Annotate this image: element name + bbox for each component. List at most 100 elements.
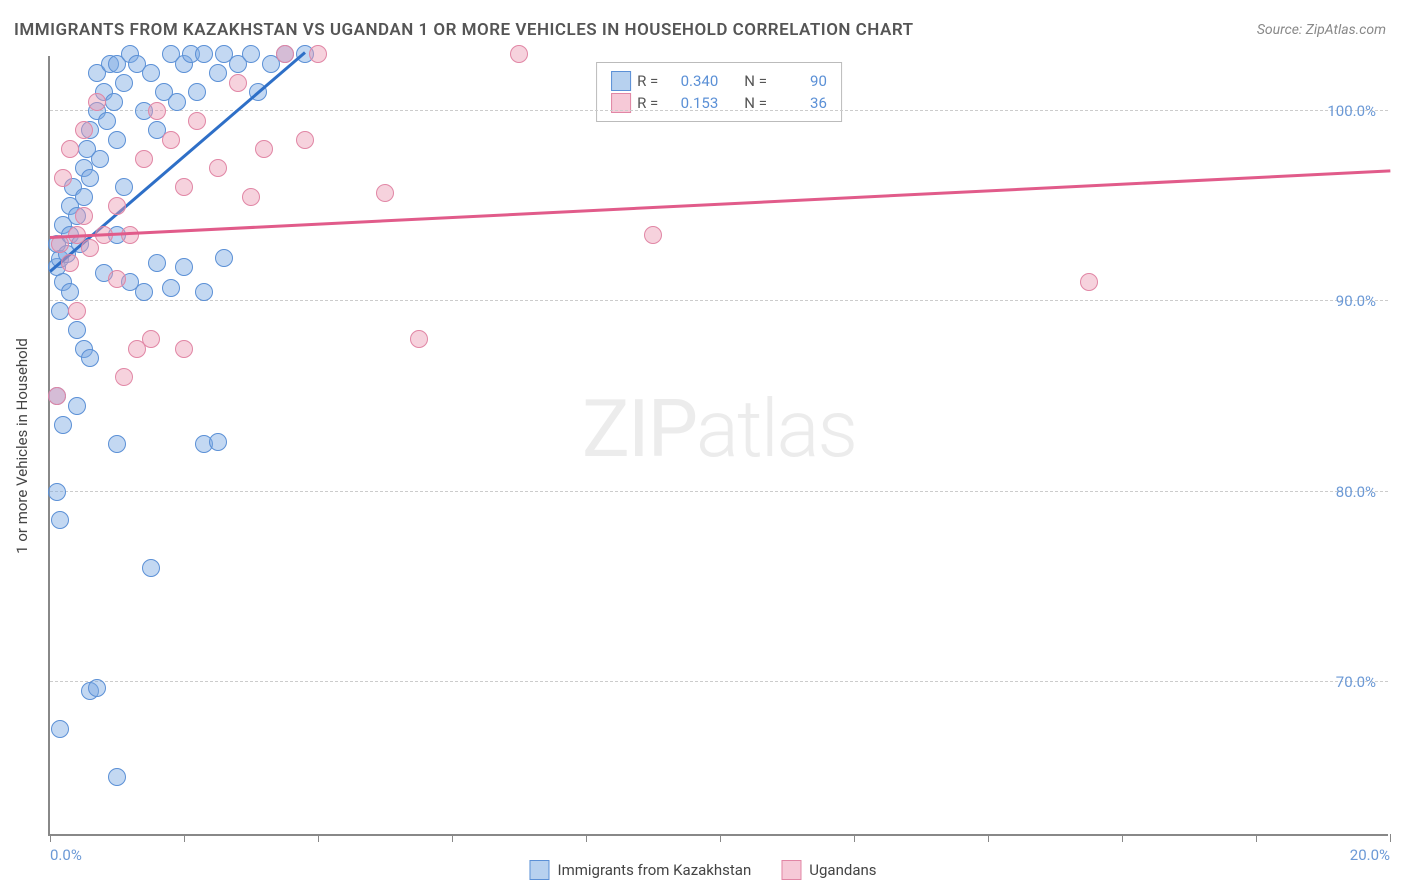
legend-label: Ugandans xyxy=(809,861,876,879)
data-point xyxy=(105,93,123,111)
data-point xyxy=(242,188,260,206)
data-point xyxy=(162,131,180,149)
data-point xyxy=(48,387,66,405)
data-point xyxy=(175,340,193,358)
data-point xyxy=(68,302,86,320)
data-point xyxy=(215,249,233,267)
x-tick xyxy=(988,834,989,842)
data-point xyxy=(168,93,186,111)
legend-r-value: 0.340 xyxy=(666,72,718,90)
x-tick-label: 20.0% xyxy=(1350,846,1390,864)
x-tick xyxy=(452,834,453,842)
data-point xyxy=(135,283,153,301)
data-point xyxy=(410,330,428,348)
data-point xyxy=(108,435,126,453)
data-point xyxy=(1080,273,1098,291)
data-point xyxy=(108,270,126,288)
source-label: Source: ZipAtlas.com xyxy=(1257,22,1386,38)
data-point xyxy=(195,283,213,301)
gridline xyxy=(50,681,1388,682)
data-point xyxy=(195,45,213,63)
data-point xyxy=(81,239,99,257)
y-tick-label: 100.0% xyxy=(1327,102,1376,120)
legend-r-label: R = xyxy=(637,72,658,90)
data-point xyxy=(68,321,86,339)
correlation-legend: R =0.340N =90R =0.153N =36 xyxy=(596,62,842,122)
legend-row: R = 0.340 N = 90 xyxy=(611,71,827,91)
legend-n-value: 90 xyxy=(775,72,827,90)
watermark: ZIPatlas xyxy=(582,382,856,476)
y-tick-label: 80.0% xyxy=(1336,483,1376,501)
data-point xyxy=(75,188,93,206)
data-point xyxy=(108,131,126,149)
data-point xyxy=(644,226,662,244)
data-point xyxy=(51,511,69,529)
data-point xyxy=(148,254,166,272)
data-point xyxy=(376,184,394,202)
data-point xyxy=(188,83,206,101)
x-tick xyxy=(184,834,185,842)
legend-n-label: N = xyxy=(744,72,767,90)
x-tick xyxy=(586,834,587,842)
data-point xyxy=(108,768,126,786)
data-point xyxy=(75,207,93,225)
data-point xyxy=(75,121,93,139)
data-point xyxy=(209,433,227,451)
chart-title: IMMIGRANTS FROM KAZAKHSTAN VS UGANDAN 1 … xyxy=(14,20,914,40)
data-point xyxy=(91,150,109,168)
data-point xyxy=(188,112,206,130)
data-point xyxy=(54,169,72,187)
data-point xyxy=(142,330,160,348)
data-point xyxy=(162,279,180,297)
data-point xyxy=(142,559,160,577)
data-point xyxy=(48,483,66,501)
data-point xyxy=(510,45,528,63)
data-point xyxy=(296,131,314,149)
legend-swatch xyxy=(529,860,549,880)
data-point xyxy=(68,397,86,415)
data-point xyxy=(229,74,247,92)
gridline xyxy=(50,110,1388,111)
data-point xyxy=(135,150,153,168)
data-point xyxy=(276,45,294,63)
data-point xyxy=(242,45,260,63)
data-point xyxy=(175,258,193,276)
data-point xyxy=(61,140,79,158)
data-point xyxy=(54,416,72,434)
data-point xyxy=(81,169,99,187)
data-point xyxy=(209,64,227,82)
data-point xyxy=(98,112,116,130)
data-point xyxy=(209,159,227,177)
x-tick-label: 0.0% xyxy=(50,846,82,864)
data-point xyxy=(148,102,166,120)
data-point xyxy=(81,349,99,367)
data-point xyxy=(115,74,133,92)
legend-item: Ugandans xyxy=(781,860,876,880)
data-point xyxy=(115,368,133,386)
x-tick xyxy=(854,834,855,842)
data-point xyxy=(142,64,160,82)
data-point xyxy=(175,178,193,196)
legend-swatch xyxy=(611,71,631,91)
data-point xyxy=(108,197,126,215)
gridline xyxy=(50,300,1388,301)
x-tick xyxy=(318,834,319,842)
data-point xyxy=(309,45,327,63)
x-tick xyxy=(1390,834,1391,842)
y-tick-label: 90.0% xyxy=(1336,292,1376,310)
data-point xyxy=(61,283,79,301)
legend-label: Immigrants from Kazakhstan xyxy=(557,861,751,879)
series-legend: Immigrants from Kazakhstan Ugandans xyxy=(529,860,876,880)
legend-item: Immigrants from Kazakhstan xyxy=(529,860,751,880)
x-tick xyxy=(720,834,721,842)
data-point xyxy=(115,178,133,196)
watermark-zip: ZIP xyxy=(582,382,696,476)
data-point xyxy=(88,679,106,697)
y-axis-label: 1 or more Vehicles in Household xyxy=(13,338,31,554)
watermark-atlas: atlas xyxy=(696,382,856,476)
x-tick xyxy=(1122,834,1123,842)
data-point xyxy=(88,93,106,111)
legend-swatch xyxy=(781,860,801,880)
x-tick xyxy=(1256,834,1257,842)
plot-area: ZIPatlas R =0.340N =90R =0.153N =36 70.0… xyxy=(48,56,1388,836)
